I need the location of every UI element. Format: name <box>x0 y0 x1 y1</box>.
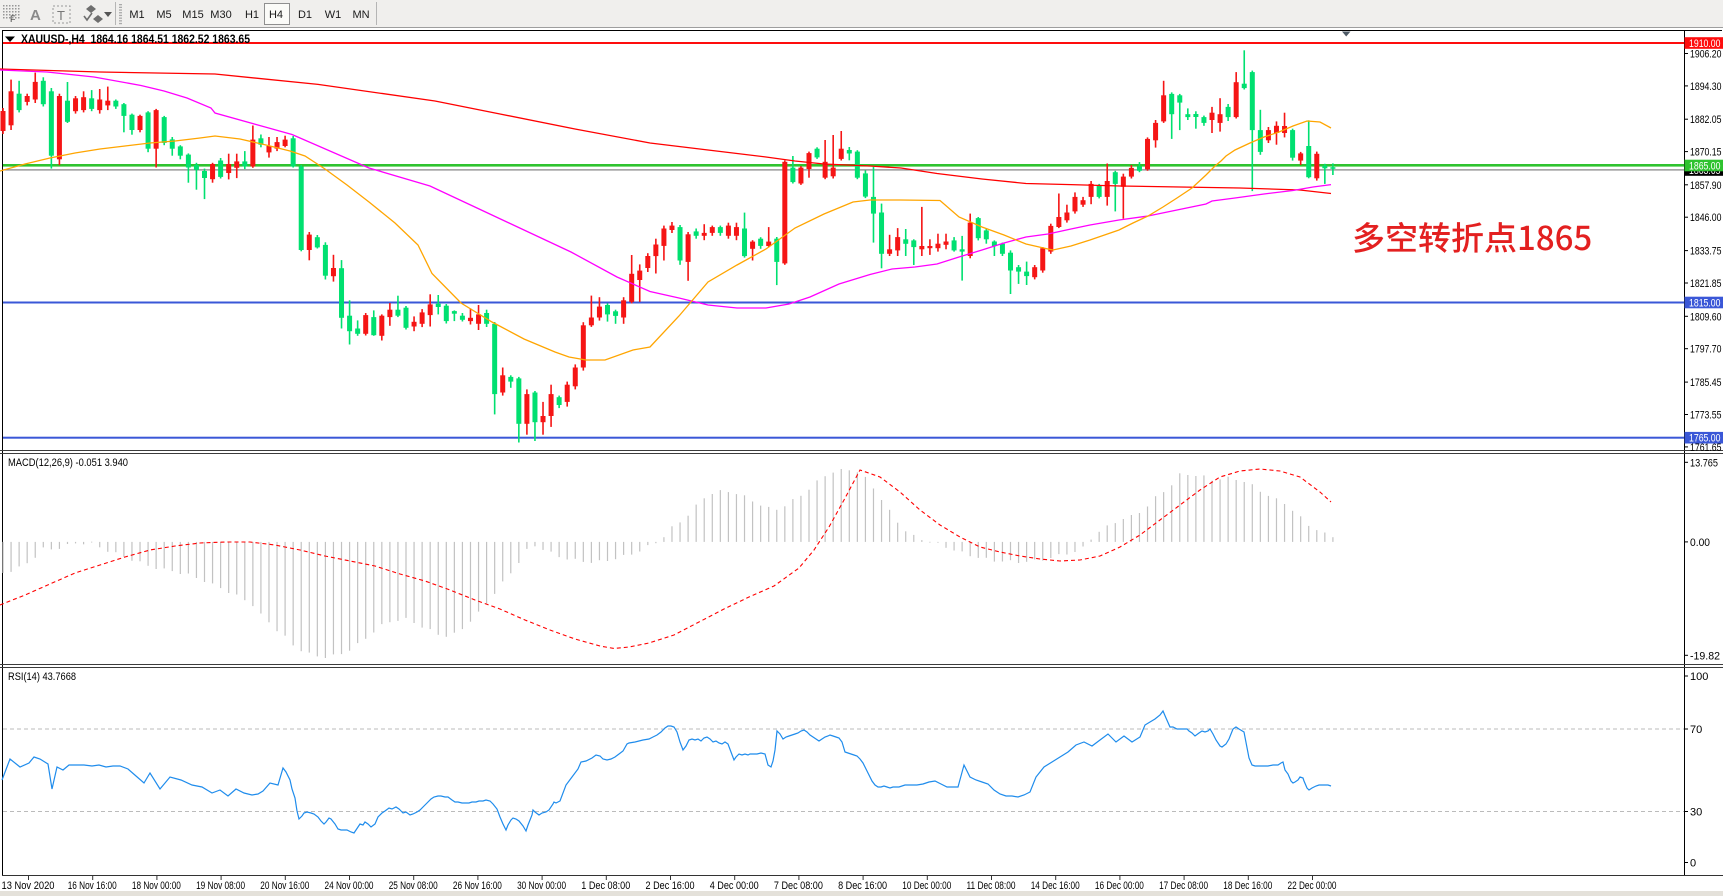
svg-text:1765.00: 1765.00 <box>1689 433 1721 445</box>
svg-text:W1: W1 <box>325 9 342 21</box>
svg-text:14 Dec 16:00: 14 Dec 16:00 <box>1031 880 1080 892</box>
svg-text:1809.60: 1809.60 <box>1690 311 1722 323</box>
svg-text:M1: M1 <box>129 9 144 21</box>
svg-text:100: 100 <box>1690 671 1708 683</box>
svg-text:1815.00: 1815.00 <box>1689 297 1721 309</box>
svg-text:1865.00: 1865.00 <box>1689 160 1721 172</box>
svg-text:A: A <box>30 7 41 24</box>
svg-text:70: 70 <box>1690 724 1702 736</box>
svg-text:1785.45: 1785.45 <box>1690 377 1722 389</box>
svg-text:RSI(14) 43.7668: RSI(14) 43.7668 <box>8 671 76 683</box>
svg-text:1761.65: 1761.65 <box>1690 442 1722 454</box>
svg-text:XAUUSD-,H4 1864.16 1864.51 18: XAUUSD-,H4 1864.16 1864.51 1862.52 1863.… <box>21 32 250 46</box>
svg-text:M30: M30 <box>210 9 231 21</box>
svg-text:2 Dec 16:00: 2 Dec 16:00 <box>646 880 695 892</box>
svg-text:1906.20: 1906.20 <box>1690 49 1722 61</box>
svg-text:16 Dec 00:00: 16 Dec 00:00 <box>1095 880 1144 892</box>
svg-text:1821.85: 1821.85 <box>1690 278 1722 290</box>
svg-text:F: F <box>10 14 16 24</box>
svg-text:20 Nov 16:00: 20 Nov 16:00 <box>260 880 309 892</box>
svg-text:-19.82: -19.82 <box>1690 650 1720 662</box>
svg-text:13.765: 13.765 <box>1690 457 1718 469</box>
svg-text:19 Nov 08:00: 19 Nov 08:00 <box>196 880 245 892</box>
svg-text:25 Nov 08:00: 25 Nov 08:00 <box>389 880 438 892</box>
svg-text:1 Dec 08:00: 1 Dec 08:00 <box>581 880 630 892</box>
svg-text:0: 0 <box>1690 858 1696 870</box>
svg-text:10 Dec 00:00: 10 Dec 00:00 <box>902 880 951 892</box>
svg-text:1857.90: 1857.90 <box>1690 180 1722 192</box>
svg-text:H1: H1 <box>245 9 259 21</box>
svg-text:18 Dec 16:00: 18 Dec 16:00 <box>1223 880 1272 892</box>
svg-text:M5: M5 <box>156 9 171 21</box>
svg-text:22 Dec 00:00: 22 Dec 00:00 <box>1288 880 1337 892</box>
svg-text:17 Dec 08:00: 17 Dec 08:00 <box>1159 880 1208 892</box>
svg-text:24 Nov 00:00: 24 Nov 00:00 <box>325 880 374 892</box>
svg-text:4 Dec 00:00: 4 Dec 00:00 <box>710 880 759 892</box>
svg-text:1870.15: 1870.15 <box>1690 147 1722 159</box>
svg-text:0.00: 0.00 <box>1690 537 1710 549</box>
svg-text:1797.70: 1797.70 <box>1690 344 1722 356</box>
svg-text:26 Nov 16:00: 26 Nov 16:00 <box>453 880 502 892</box>
svg-text:7 Dec 08:00: 7 Dec 08:00 <box>774 880 823 892</box>
svg-text:MACD(12,26,9) -0.051 3.940: MACD(12,26,9) -0.051 3.940 <box>8 457 128 469</box>
svg-text:30 Nov 00:00: 30 Nov 00:00 <box>517 880 566 892</box>
svg-text:30: 30 <box>1690 807 1702 819</box>
svg-text:H4: H4 <box>269 9 283 21</box>
svg-text:18 Nov 00:00: 18 Nov 00:00 <box>132 880 181 892</box>
svg-text:D1: D1 <box>298 9 312 21</box>
svg-text:1773.55: 1773.55 <box>1690 410 1722 422</box>
svg-text:1882.05: 1882.05 <box>1690 114 1722 126</box>
svg-text:1894.30: 1894.30 <box>1690 81 1722 93</box>
svg-text:M15: M15 <box>182 9 203 21</box>
svg-text:8 Dec 16:00: 8 Dec 16:00 <box>838 880 887 892</box>
svg-text:MN: MN <box>352 9 369 21</box>
svg-text:13 Nov 2020: 13 Nov 2020 <box>2 880 55 892</box>
svg-text:1910.00: 1910.00 <box>1689 38 1721 50</box>
svg-text:1833.75: 1833.75 <box>1690 246 1722 258</box>
svg-text:11 Dec 08:00: 11 Dec 08:00 <box>967 880 1016 892</box>
svg-text:T: T <box>57 8 65 23</box>
svg-text:1846.00: 1846.00 <box>1690 212 1722 224</box>
svg-text:16 Nov 16:00: 16 Nov 16:00 <box>68 880 117 892</box>
